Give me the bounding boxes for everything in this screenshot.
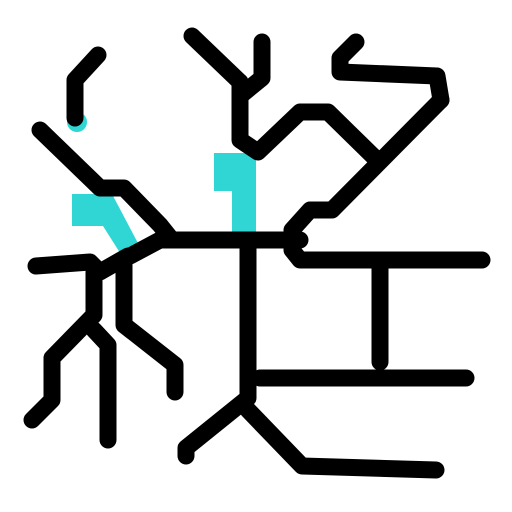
stroke-walker-right-leg	[115, 253, 184, 401]
stroke-y-stem	[231, 73, 384, 167]
stroke-lower-diagonal	[239, 401, 445, 479]
accent-shapes	[67, 112, 256, 256]
stroke-central-vertical	[177, 231, 257, 465]
stroke-left-diagonal	[31, 121, 181, 249]
stroke-right-diagonal	[283, 91, 491, 269]
stroke-central-horizontal	[121, 231, 309, 265]
stroke-hook-top-left	[66, 46, 107, 127]
accent-block-left	[72, 194, 140, 256]
stroke-top-right-hook	[331, 33, 450, 109]
stroke-walker-top	[27, 247, 137, 281]
stroke-y-left-arm	[183, 27, 249, 91]
line-strokes	[23, 27, 491, 479]
stroke-walker-mid-leg	[85, 321, 117, 449]
accent-bar-center	[232, 175, 256, 233]
stroke-walker-left-leg	[23, 263, 103, 429]
